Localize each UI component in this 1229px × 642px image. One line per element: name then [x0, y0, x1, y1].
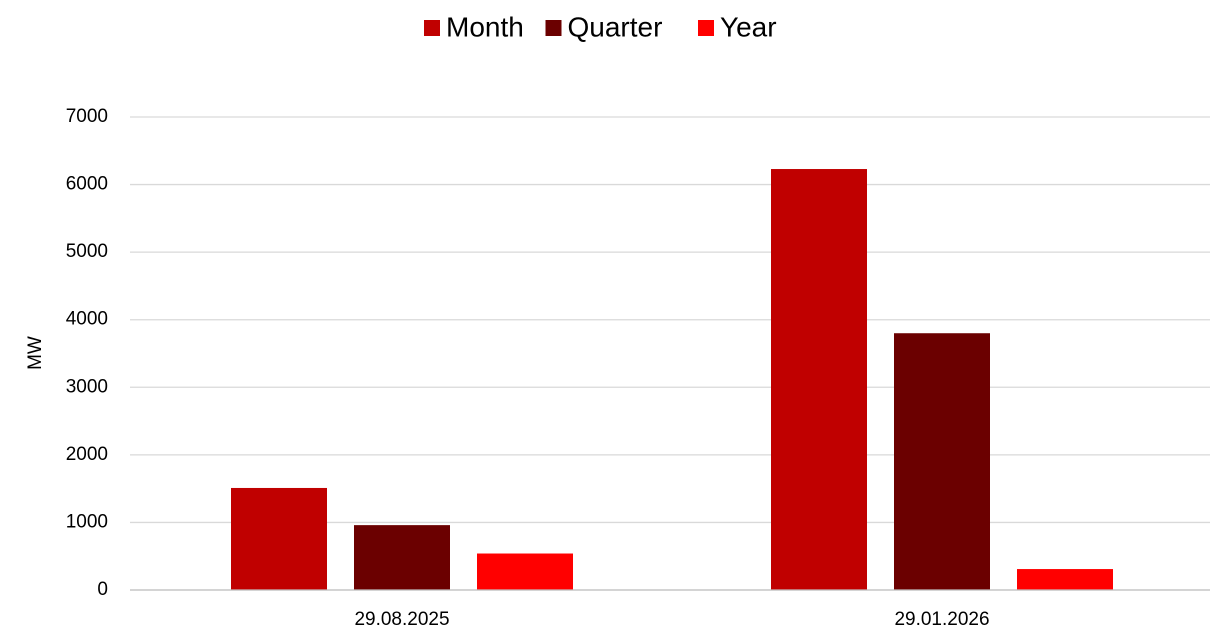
y-tick-label: 6000 [66, 174, 108, 195]
y-axis-label: MW [25, 336, 46, 370]
legend-label: Year [720, 11, 777, 42]
bar [354, 525, 450, 590]
legend-swatch [698, 20, 714, 36]
y-tick-label: 0 [97, 579, 108, 600]
legend-label: Quarter [568, 11, 663, 42]
bar [1017, 569, 1113, 590]
y-tick-label: 1000 [66, 511, 108, 532]
y-tick-label: 3000 [66, 376, 108, 397]
y-tick-label: 2000 [66, 444, 108, 465]
x-tick-label: 29.08.2025 [354, 609, 449, 630]
legend-swatch [545, 20, 562, 36]
bar [894, 333, 990, 590]
legend-label: Month [446, 11, 524, 42]
bar [231, 487, 327, 590]
bar [771, 169, 867, 590]
y-tick-label: 7000 [66, 106, 108, 127]
y-tick-label: 4000 [66, 309, 108, 330]
legend-swatch [424, 20, 440, 36]
x-tick-label: 29.01.2026 [894, 609, 989, 630]
bar [477, 553, 573, 590]
y-tick-label: 5000 [66, 241, 108, 262]
